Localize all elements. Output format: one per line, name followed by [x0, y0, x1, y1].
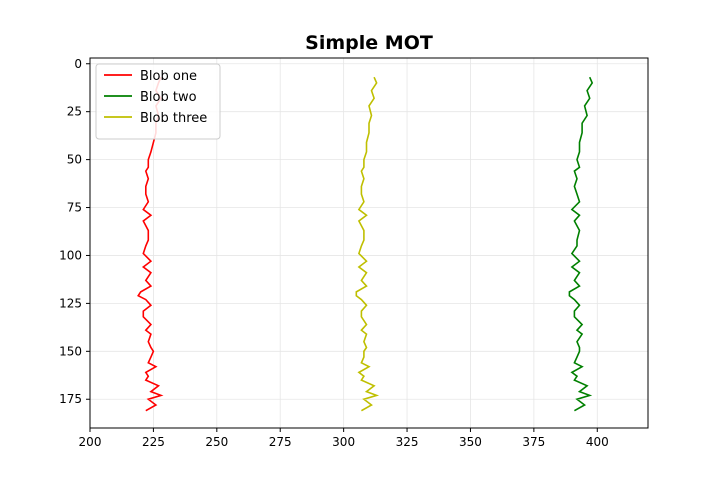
plot-area-frame: [89, 57, 649, 429]
legend-label: Blob one: [140, 69, 197, 84]
x-tick-label: 325: [396, 435, 419, 449]
x-tick-label: 200: [79, 435, 102, 449]
y-tick-label: 50: [67, 153, 82, 167]
series-line-3: [355, 76, 380, 412]
x-tick-label: 275: [269, 435, 292, 449]
legend-label: Blob three: [140, 111, 207, 126]
y-tick-label: 25: [67, 105, 82, 119]
x-tick-label: 300: [332, 435, 355, 449]
x-tick-label: 350: [459, 435, 482, 449]
series-group: [137, 76, 594, 412]
y-tick-label: 100: [59, 248, 82, 262]
legend: Blob one Blob two Blob three: [95, 63, 221, 140]
legend-box: [95, 63, 221, 140]
y-tick-label: 75: [67, 201, 82, 215]
x-tick-label: 375: [522, 435, 545, 449]
x-tick-label: 225: [142, 435, 165, 449]
y-tick-label: 125: [59, 296, 82, 310]
legend-label: Blob two: [140, 90, 197, 105]
y-tick-label: 175: [59, 392, 82, 406]
series-line-2: [568, 76, 594, 412]
x-axis: 200 225 250 275 300 325 350 375 400: [79, 428, 609, 449]
x-tick-label: 250: [205, 435, 228, 449]
y-tick-label: 0: [74, 57, 82, 71]
x-tick-label: 400: [586, 435, 609, 449]
chart-title: Simple MOT: [305, 32, 433, 54]
series-line-1: [137, 76, 164, 412]
y-axis: 0 25 50 75 100 125 150 175: [59, 57, 90, 406]
y-tick-label: 150: [59, 344, 82, 358]
